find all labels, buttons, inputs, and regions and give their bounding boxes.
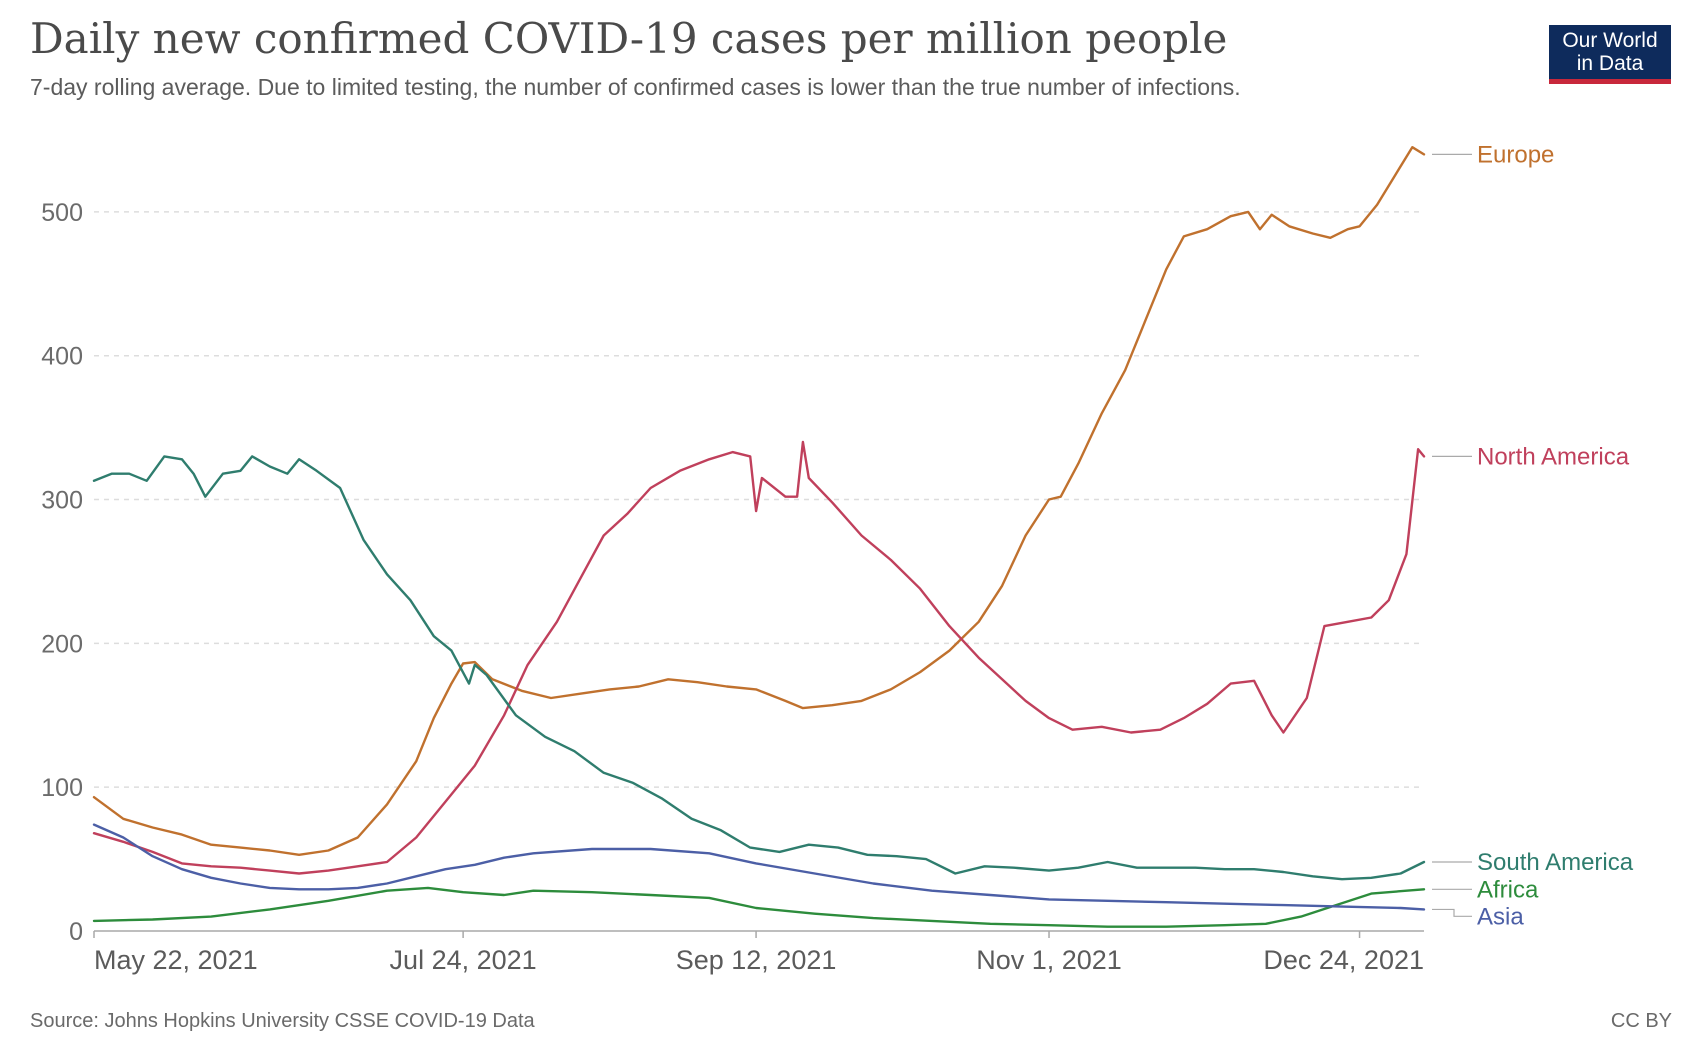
license-label[interactable]: CC BY (1610, 1010, 1672, 1032)
y-tick-label: 0 (69, 918, 83, 946)
logo-line-2: in Data (1576, 52, 1644, 75)
series-label-north-america[interactable]: North America (1477, 443, 1630, 470)
series-line-africa[interactable] (92, 886, 1426, 928)
line-chart: 0 100 200 300 400 500 May 22, 2021 Jul 24, 202… (41, 141, 1634, 975)
source-note[interactable]: Source: Johns Hopkins University CSSE CO… (30, 1010, 535, 1032)
owid-logo[interactable]: Our World in Data (1549, 25, 1671, 84)
logo-line-1: Our World (1562, 29, 1658, 52)
series-line-europe[interactable] (92, 146, 1426, 856)
series-line-south-america[interactable] (92, 455, 1426, 881)
x-tick-label: Nov 1, 2021 (976, 945, 1122, 975)
series-lines (92, 146, 1426, 928)
series-label-africa[interactable]: Africa (1477, 876, 1539, 903)
chart-title: Daily new confirmed COVID-19 cases per m… (30, 14, 1228, 63)
series-label-europe[interactable]: Europe (1477, 141, 1554, 168)
label-connector (1432, 908, 1472, 917)
y-tick-label: 500 (41, 199, 83, 227)
series-label-south-america[interactable]: South America (1477, 849, 1634, 876)
series-line-north-america[interactable] (92, 440, 1426, 875)
series-label-asia[interactable]: Asia (1477, 903, 1524, 930)
y-tick-label: 300 (41, 487, 83, 515)
x-tick-label: Sep 12, 2021 (676, 945, 837, 975)
y-tick-label: 400 (41, 343, 83, 371)
series-labels: Europe North America South AmericaAfricaAs… (1432, 141, 1634, 930)
y-tick-label: 200 (41, 630, 83, 658)
series-line-asia[interactable] (92, 823, 1426, 911)
x-axis: May 22, 2021 Jul 24, 2021 Sep 12, 2021 Nov … (93, 930, 1424, 975)
y-tick-label: 100 (41, 774, 83, 802)
x-tick-label: Dec 24, 2021 (1263, 945, 1424, 975)
y-axis-ticks: 0 100 200 300 400 500 (41, 199, 83, 946)
x-tick-label: Jul 24, 2021 (390, 945, 537, 975)
chart-subtitle: 7-day rolling average. Due to limited te… (30, 74, 1241, 100)
x-tick-label: May 22, 2021 (94, 945, 258, 975)
